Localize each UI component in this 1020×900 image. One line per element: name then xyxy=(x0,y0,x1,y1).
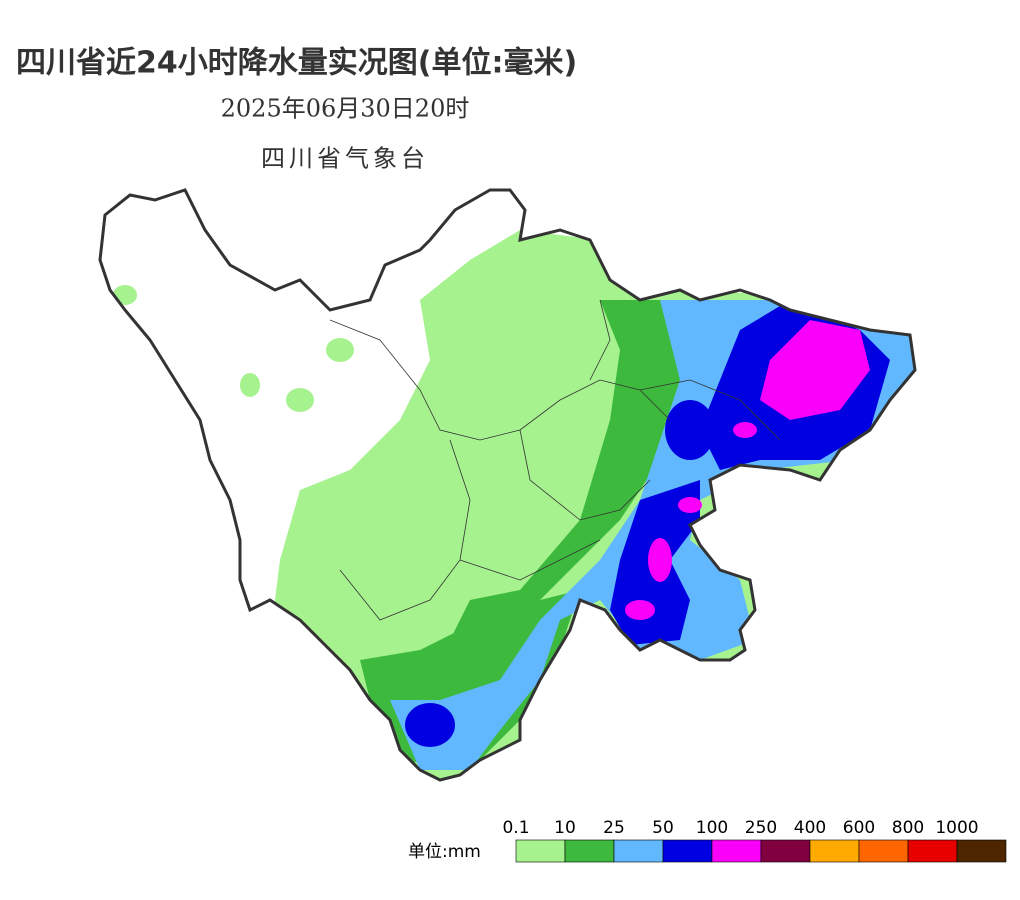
legend: 0.1 10 25 50 100 250 400 600 800 1000 xyxy=(502,818,1007,863)
datetime: 2025年06月30日20时 xyxy=(221,95,470,123)
legend-level: 800 xyxy=(892,818,924,838)
legend-swatch xyxy=(760,839,811,863)
legend-swatch xyxy=(809,839,860,863)
city-boundaries xyxy=(329,299,781,621)
legend-unit: 单位:mm xyxy=(408,842,481,862)
legend-level: 400 xyxy=(794,818,826,838)
legend-swatch xyxy=(662,839,713,863)
legend-level: 1000 xyxy=(935,818,978,838)
legend-swatch xyxy=(907,839,958,863)
legend-swatch xyxy=(564,839,615,863)
legend-level: 250 xyxy=(745,818,777,838)
legend-swatch xyxy=(613,839,664,863)
legend-level: 600 xyxy=(843,818,875,838)
legend-level: 100 xyxy=(696,818,728,838)
legend-swatch xyxy=(515,839,566,863)
legend-level: 10 xyxy=(554,818,576,838)
source: 四川省气象台 xyxy=(261,145,429,173)
legend-level: 50 xyxy=(652,818,674,838)
map-title: 四川省近24小时降水量实况图(单位:毫米) xyxy=(16,46,577,81)
legend-level: 0.1 xyxy=(502,818,529,838)
legend-swatch xyxy=(858,839,909,863)
legend-level: 25 xyxy=(603,818,625,838)
legend-swatch xyxy=(956,839,1007,863)
legend-swatch xyxy=(711,839,762,863)
